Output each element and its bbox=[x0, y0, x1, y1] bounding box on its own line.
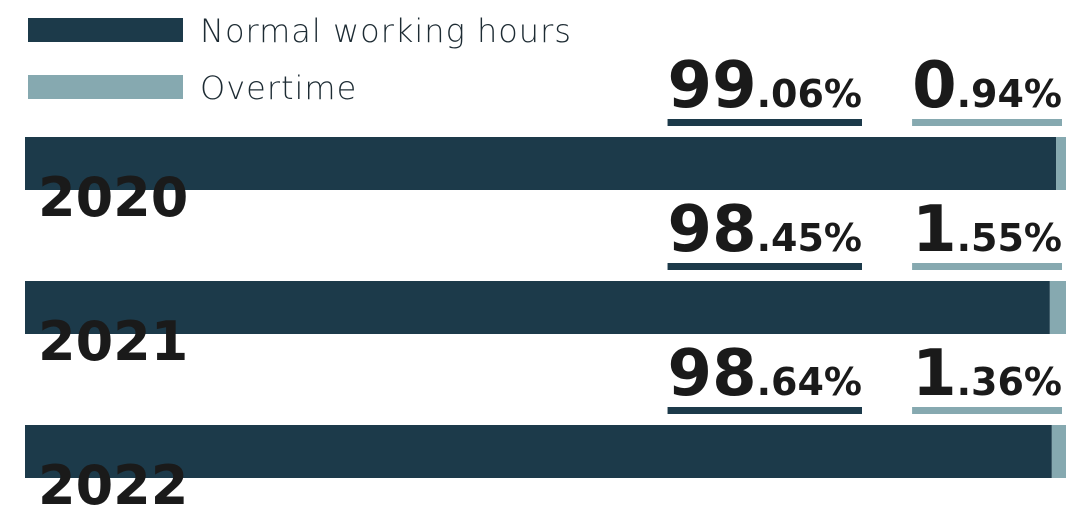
category-label: 2022 bbox=[38, 454, 188, 510]
value-label: 98.45% bbox=[668, 193, 862, 267]
label-underline bbox=[912, 407, 1062, 414]
legend-swatch bbox=[28, 75, 183, 99]
value-label: 1.55% bbox=[912, 193, 1062, 267]
value-label: 99.06% bbox=[668, 49, 862, 123]
label-underline bbox=[912, 119, 1062, 126]
category-label: 2021 bbox=[38, 310, 188, 373]
label-underline bbox=[912, 263, 1062, 270]
label-underline bbox=[667, 263, 862, 270]
bar-segment bbox=[25, 137, 1057, 190]
label-underline bbox=[667, 119, 862, 126]
bar-segment bbox=[1056, 137, 1066, 190]
bar-segment bbox=[1049, 281, 1066, 334]
value-label: 1.36% bbox=[912, 337, 1062, 411]
bar-segment bbox=[25, 425, 1052, 478]
legend-swatch bbox=[28, 18, 183, 42]
category-label: 2020 bbox=[38, 166, 188, 229]
legend-label: Normal working hours bbox=[200, 12, 572, 50]
label-underline bbox=[667, 407, 862, 414]
bar-segment bbox=[25, 281, 1050, 334]
bar-segment bbox=[1051, 425, 1066, 478]
value-label: 0.94% bbox=[912, 49, 1062, 123]
legend-label: Overtime bbox=[200, 69, 357, 107]
value-label: 98.64% bbox=[668, 337, 862, 411]
